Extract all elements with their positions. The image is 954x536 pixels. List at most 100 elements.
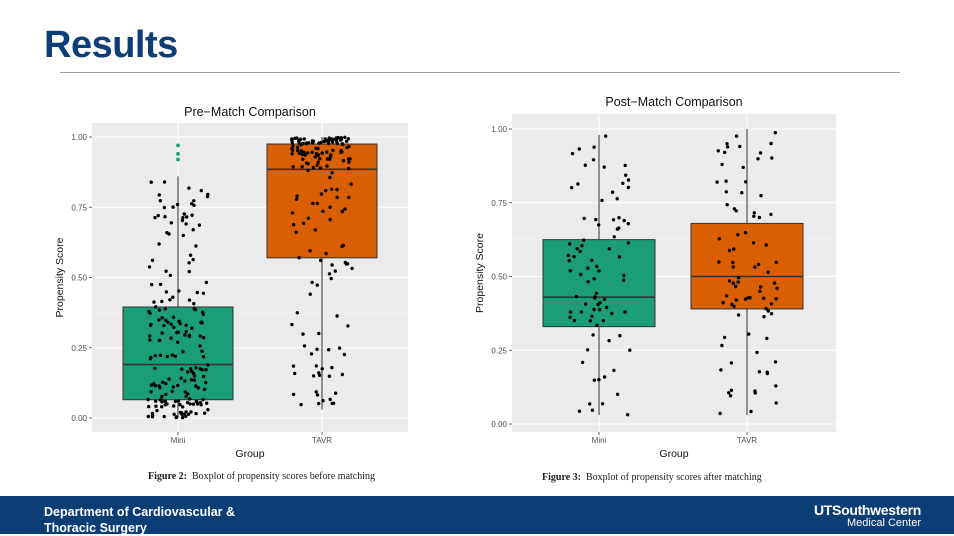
data-point [290, 322, 294, 327]
data-point [762, 296, 766, 300]
data-point [758, 289, 762, 293]
data-point [150, 415, 155, 419]
data-point [171, 385, 176, 389]
data-point [317, 401, 321, 406]
data-point [200, 349, 204, 353]
data-point [731, 260, 735, 265]
data-point [149, 180, 153, 184]
data-point [592, 145, 596, 149]
data-point [150, 258, 155, 262]
data-point [752, 211, 756, 215]
data-point [568, 315, 572, 319]
chart-title-0: Pre−Match Comparison [184, 105, 316, 119]
data-point [172, 412, 176, 416]
data-point [328, 205, 332, 209]
data-point [582, 216, 586, 221]
data-point [306, 216, 311, 220]
data-point [201, 312, 205, 317]
chart-title-1: Post−Match Comparison [605, 95, 742, 109]
data-point [339, 148, 343, 153]
data-point [315, 201, 319, 206]
data-point [597, 378, 601, 382]
data-point [173, 354, 178, 358]
data-point [574, 294, 579, 299]
data-point [626, 222, 630, 226]
data-point [299, 402, 303, 407]
data-point [331, 148, 335, 152]
data-point [730, 302, 734, 307]
data-point [325, 164, 329, 168]
data-point [328, 175, 332, 180]
data-point [295, 194, 299, 198]
data-point [194, 244, 198, 248]
data-point [774, 297, 778, 301]
y-tick-label: 0.25 [491, 346, 507, 355]
data-point [178, 410, 183, 415]
data-point [306, 151, 310, 155]
data-point [753, 265, 757, 269]
data-point [732, 247, 736, 251]
data-point [184, 410, 188, 414]
data-point [172, 325, 176, 330]
y-tick-label: 0.50 [71, 274, 87, 283]
data-point [192, 199, 196, 203]
data-point [308, 249, 312, 253]
data-point [315, 347, 319, 351]
y-tick-label: 0.75 [71, 203, 87, 212]
data-point [176, 340, 180, 344]
data-point [192, 374, 197, 378]
data-point [343, 207, 347, 211]
data-point [148, 338, 152, 342]
data-point [317, 373, 322, 377]
data-point [725, 142, 729, 146]
data-point [717, 260, 721, 264]
data-point [734, 134, 739, 138]
data-point [566, 253, 570, 258]
y-tick-label: 1.00 [491, 125, 507, 134]
data-point [773, 131, 777, 135]
data-point [598, 307, 602, 312]
data-point [602, 165, 606, 169]
data-point [190, 369, 194, 373]
data-point [755, 350, 759, 355]
logo-utsw: UTSouthwestern [813, 502, 921, 518]
data-point [201, 355, 206, 359]
data-point [325, 138, 330, 143]
data-point [154, 399, 158, 403]
data-point [601, 318, 606, 323]
data-point [177, 289, 181, 293]
data-point [595, 323, 599, 327]
data-point [313, 155, 317, 159]
data-point [626, 178, 631, 182]
data-point [163, 215, 167, 219]
data-point [290, 211, 295, 215]
data-point [197, 223, 202, 227]
data-point [171, 205, 175, 209]
data-point [164, 381, 168, 386]
data-point [756, 262, 761, 267]
data-point [732, 207, 737, 211]
data-point [758, 151, 763, 155]
data-point [756, 157, 760, 161]
data-point [311, 165, 316, 170]
data-point [335, 314, 339, 318]
data-point [719, 368, 723, 372]
data-point [588, 319, 592, 323]
data-point [160, 405, 164, 409]
data-point [319, 192, 324, 196]
data-point [330, 187, 334, 191]
data-point [586, 348, 590, 352]
data-point [318, 258, 323, 263]
data-point [184, 329, 188, 334]
y-tick-label: 0.25 [71, 344, 87, 353]
data-point [162, 205, 167, 210]
data-point [341, 159, 346, 163]
data-point [764, 243, 768, 247]
data-point [183, 390, 187, 394]
data-point [290, 140, 294, 145]
data-point [729, 388, 734, 392]
data-point [769, 312, 774, 316]
data-point [716, 149, 720, 153]
data-point [622, 273, 626, 278]
